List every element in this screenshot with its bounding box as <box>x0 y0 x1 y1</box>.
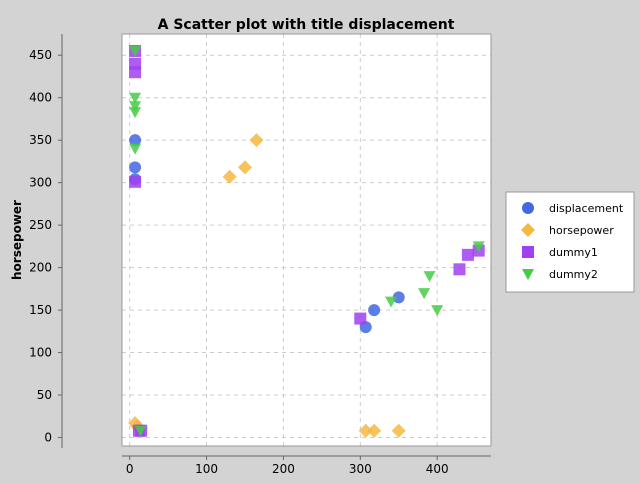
data-point-horsepower <box>238 160 252 175</box>
legend-label-dummy2: dummy2 <box>549 268 598 281</box>
data-point-horsepower <box>222 169 237 184</box>
legend-items: displacement horsepower dummy1 dummy2 <box>521 202 624 281</box>
data-point-dummy2 <box>472 241 485 253</box>
y-tick-label: 0 <box>44 431 52 445</box>
data-point-dummy2 <box>129 107 142 119</box>
y-tick-label: 250 <box>29 218 52 232</box>
legend: displacement horsepower dummy1 dummy2 <box>505 191 635 293</box>
data-point-dummy1 <box>461 248 474 261</box>
data-point-dummy2 <box>134 425 147 437</box>
data-point-displacement <box>368 304 381 317</box>
data-point-dummy1 <box>354 312 367 325</box>
x-tick-label: 400 <box>426 462 449 476</box>
points-layer <box>128 44 485 438</box>
y-tick-label: 150 <box>29 303 52 317</box>
x-tick-layer: 0 100 200 300 400 <box>126 456 449 476</box>
data-point-dummy2 <box>129 101 142 113</box>
data-point-dummy2 <box>431 305 444 317</box>
legend-marker-horsepower <box>521 223 535 237</box>
y-tick-label: 200 <box>29 261 52 275</box>
data-point-displacement <box>392 291 405 304</box>
legend-label-horsepower: horsepower <box>549 224 614 237</box>
y-tick-label: 50 <box>37 388 52 402</box>
data-point-dummy1 <box>129 175 142 188</box>
x-tick-label: 300 <box>349 462 372 476</box>
legend-label-displacement: displacement <box>549 202 624 215</box>
chart-title: A Scatter plot with title displacement <box>158 17 455 33</box>
plot-area <box>122 34 491 446</box>
data-point-dummy2 <box>129 45 142 57</box>
data-point-displacement <box>129 134 142 147</box>
legend-marker-dummy1 <box>522 246 534 258</box>
data-point-dummy2 <box>129 92 142 104</box>
x-tick-label: 200 <box>272 462 295 476</box>
data-point-dummy1 <box>453 263 466 276</box>
x-tick-label: 0 <box>126 462 134 476</box>
data-point-horsepower <box>358 423 373 438</box>
data-point-displacement <box>129 161 142 174</box>
grid-layer <box>122 34 491 446</box>
legend-marker-displacement <box>522 202 534 214</box>
legend-marker-dummy2 <box>522 269 534 280</box>
y-tick-label: 100 <box>29 346 52 360</box>
y-tick-label: 350 <box>29 133 52 147</box>
data-point-horsepower <box>249 133 264 148</box>
y-tick-layer: 0 50 100 150 200 250 300 350 400 450 <box>29 48 62 445</box>
y-tick-label: 400 <box>29 91 52 105</box>
data-point-dummy2 <box>385 296 398 308</box>
x-tick-label: 100 <box>195 462 218 476</box>
data-point-dummy2 <box>129 143 142 155</box>
legend-label-dummy1: dummy1 <box>549 246 598 259</box>
y-tick-label: 300 <box>29 176 52 190</box>
y-tick-label: 450 <box>29 48 52 62</box>
y-axis-label: horsepower <box>10 200 24 280</box>
data-point-dummy1 <box>129 66 142 79</box>
data-point-horsepower <box>367 423 382 438</box>
data-point-horsepower <box>391 423 406 438</box>
data-point-dummy2 <box>423 271 436 283</box>
data-point-dummy2 <box>418 288 431 300</box>
